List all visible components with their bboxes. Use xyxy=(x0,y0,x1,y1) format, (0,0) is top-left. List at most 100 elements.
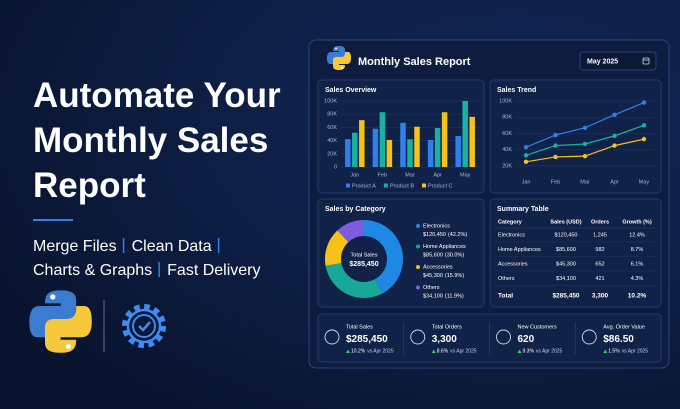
bar xyxy=(427,139,434,167)
amount: $45,300 xyxy=(423,273,443,279)
feature: Merge Files xyxy=(33,238,117,255)
table-cell: 8.7% xyxy=(631,247,644,253)
donut-slice xyxy=(337,220,364,243)
legend-label: Product B xyxy=(390,183,414,189)
legend-dot xyxy=(416,265,420,269)
legend-label: Home Appliances xyxy=(423,244,466,250)
point xyxy=(523,153,529,158)
legend-value: $45,300 (15.9%) xyxy=(423,273,464,279)
feature: Fast Delivery xyxy=(167,262,260,279)
legend-value: $34,100 (11.9%) xyxy=(423,294,464,300)
x-tick-label: May xyxy=(460,172,471,178)
kpi-change: 9.3% vs Apr 2025 xyxy=(523,349,563,355)
date-picker[interactable] xyxy=(579,51,657,71)
donut-slice xyxy=(325,263,383,298)
bar xyxy=(414,126,420,167)
table-cell: 12.4% xyxy=(629,232,645,238)
bar xyxy=(469,116,475,167)
gear-icon xyxy=(122,304,166,348)
table-total: 3,300 xyxy=(592,293,609,300)
legend-swatch xyxy=(346,183,350,188)
point xyxy=(553,132,558,138)
y-tick-label: 0 xyxy=(334,164,337,170)
kpi-label: New Customers xyxy=(518,324,557,330)
panel xyxy=(489,198,662,308)
table-cell: $34,100 xyxy=(556,276,576,282)
y-tick-label: 60K xyxy=(327,125,337,131)
legend-dot xyxy=(416,244,420,249)
up-arrow xyxy=(346,349,350,353)
table-total: $285,450 xyxy=(552,293,579,300)
table-header: Sales (USD) xyxy=(550,219,581,225)
comparison: vs Apr 2025 xyxy=(622,349,649,355)
point xyxy=(612,112,617,117)
table-cell: 652 xyxy=(595,261,604,267)
kpi-icon xyxy=(496,329,511,345)
comparison: vs Apr 2025 xyxy=(450,349,477,355)
point xyxy=(582,125,588,130)
kpi-label: Total Sales xyxy=(346,324,373,330)
donut-slice xyxy=(325,230,349,266)
up-arrow xyxy=(517,349,522,353)
kpi-value: $86.50 xyxy=(603,334,634,345)
legend-swatch xyxy=(383,183,388,188)
point xyxy=(523,145,529,150)
bar xyxy=(352,132,358,167)
kpi-change: 8.6% vs Apr 2025 xyxy=(437,349,477,355)
kpi-icon xyxy=(324,329,340,345)
kpi-icon xyxy=(581,329,597,345)
table-cell: $120,450 xyxy=(555,232,578,238)
panel-title: Summary Table xyxy=(497,206,549,213)
legend-label: Product C xyxy=(428,183,452,189)
bar xyxy=(345,139,351,167)
table-cell: Others xyxy=(498,276,515,282)
up-arrow xyxy=(431,349,436,353)
panel xyxy=(489,79,662,194)
dashboard: Monthly Sales Report May 2025 Sales Over… xyxy=(308,39,670,369)
bar xyxy=(434,128,441,167)
point xyxy=(612,143,617,148)
hero: Automate Your Monthly Sales Report Merge… xyxy=(29,76,281,353)
bar xyxy=(441,112,448,167)
x-tick-label: Feb xyxy=(551,179,560,185)
bar xyxy=(455,135,461,167)
bar xyxy=(379,112,386,167)
bar xyxy=(400,122,406,167)
x-tick-label: Apr xyxy=(433,172,442,178)
table-cell: 6.1% xyxy=(631,261,644,267)
kpi-icon xyxy=(410,329,426,345)
amount: $120,450 xyxy=(423,232,446,238)
legend-dot xyxy=(416,224,420,228)
point xyxy=(553,143,558,148)
underline xyxy=(33,219,73,221)
y-tick-label: 40K xyxy=(502,147,512,153)
point xyxy=(582,153,588,159)
point xyxy=(553,154,558,160)
point xyxy=(523,159,529,165)
share: (11.9%) xyxy=(445,294,464,300)
table-cell: 1,245 xyxy=(593,232,607,238)
panel-title: Sales Trend xyxy=(497,87,536,94)
y-tick-label: 100K xyxy=(324,98,337,104)
x-tick-label: Feb xyxy=(378,172,387,178)
y-tick-label: 80K xyxy=(502,115,512,121)
kpi-label: Total Orders xyxy=(432,324,462,330)
legend-label: Accessories xyxy=(423,264,453,270)
legend-label: Product A xyxy=(352,183,376,189)
table-cell: Electronics xyxy=(498,232,525,238)
legend-swatch xyxy=(422,183,427,188)
center-value: $285,450 xyxy=(349,261,378,268)
change: 10.2% xyxy=(351,349,366,355)
headline: Report xyxy=(33,166,146,205)
table-cell: Home Appliances xyxy=(498,247,541,253)
center-label: Total Sales xyxy=(351,252,378,258)
x-tick-label: Jan xyxy=(522,179,531,185)
table-header: Orders xyxy=(591,219,609,225)
table-header: Growth (%) xyxy=(622,219,651,225)
point xyxy=(641,136,647,142)
point xyxy=(641,100,647,105)
y-tick-label: 20K xyxy=(327,151,337,157)
point xyxy=(582,141,588,147)
change: 9.3% xyxy=(523,349,535,355)
